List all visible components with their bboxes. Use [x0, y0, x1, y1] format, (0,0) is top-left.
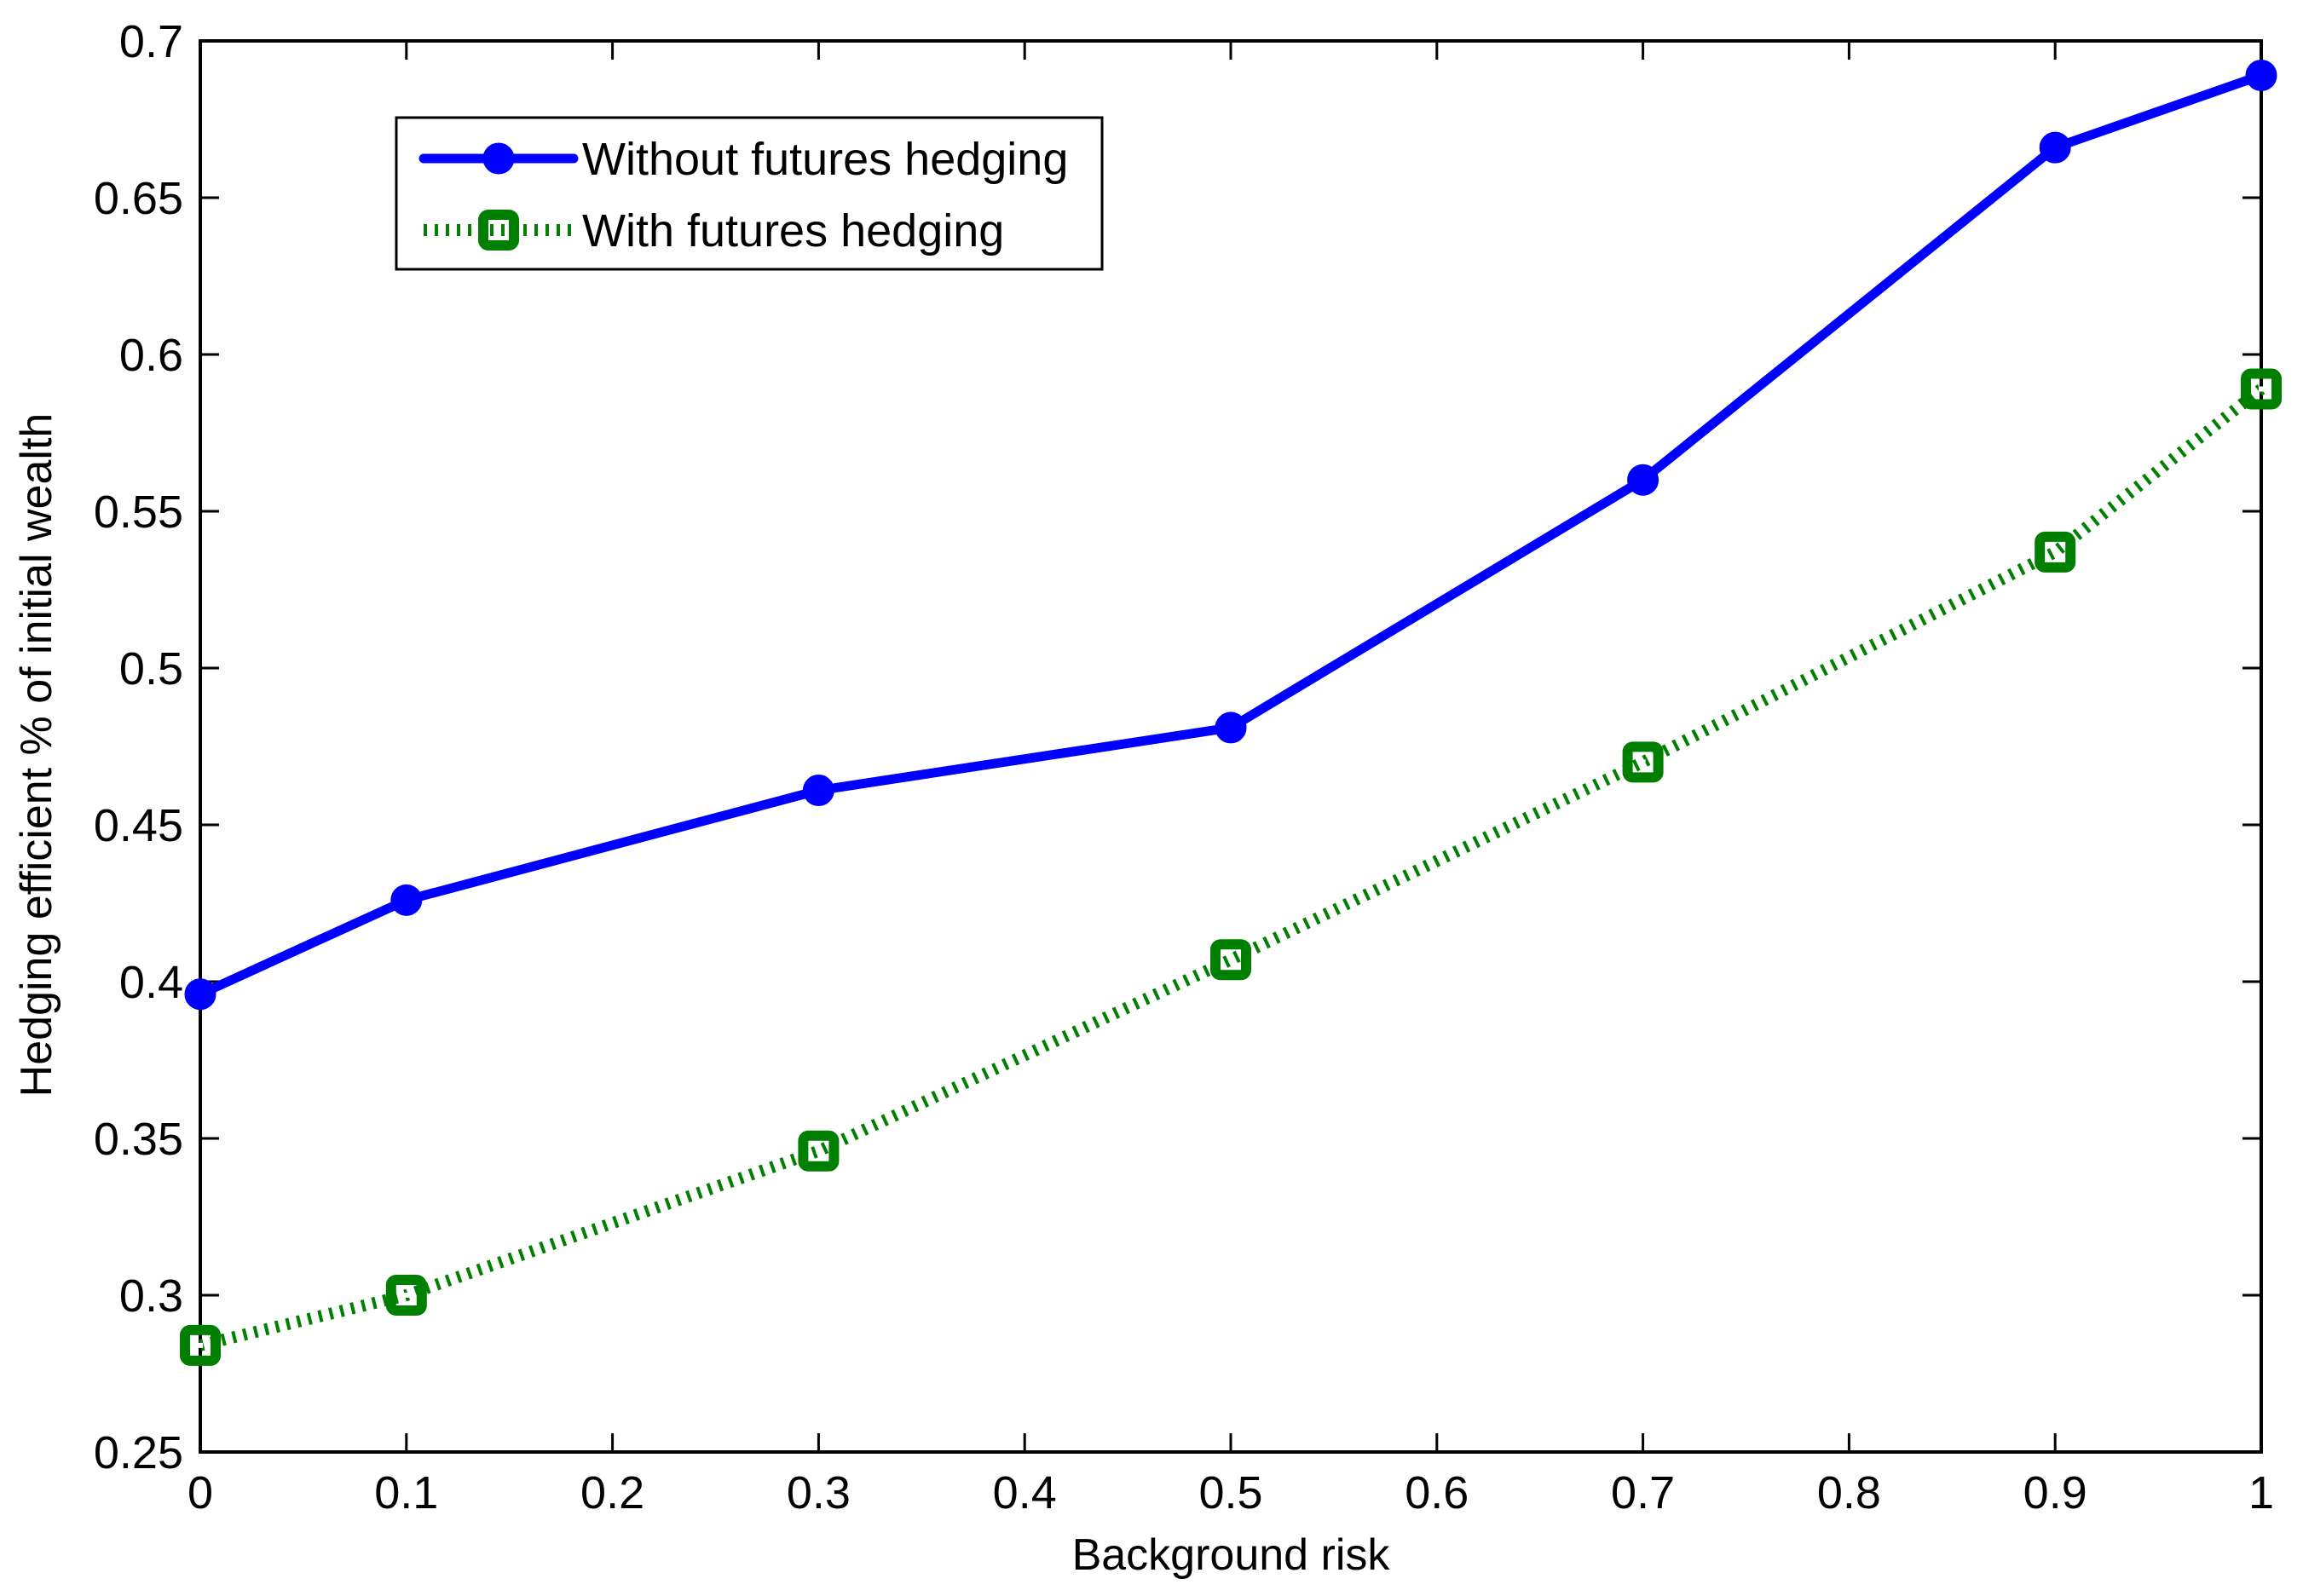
data-point — [2039, 131, 2071, 164]
data-point — [385, 1275, 427, 1316]
x-tick-label: 0.3 — [787, 1467, 851, 1518]
data-point — [1627, 464, 1659, 496]
x-axis-label: Background risk — [1072, 1530, 1391, 1580]
y-tick-label: 0.25 — [94, 1427, 183, 1478]
y-tick-label: 0.7 — [119, 16, 183, 67]
legend-marker — [478, 210, 519, 251]
y-tick-labels: 0.25 0.3 0.35 0.4 0.45 0.5 0.55 0.6 0.65 0.7 — [94, 16, 183, 1478]
plot-area — [199, 39, 2263, 1454]
x-tick-labels: 0 0.1 0.2 0.3 0.4 0.5 0.6 0.7 0.8 0.9 1 — [188, 1467, 2274, 1518]
data-point — [1622, 741, 1664, 783]
x-tick-label: 1 — [2248, 1467, 2274, 1518]
x-tick-label: 0.8 — [1817, 1467, 1881, 1518]
data-point — [802, 775, 834, 807]
data-point — [2241, 368, 2282, 410]
legend: Without futures hedging With futures hedg… — [395, 116, 1104, 271]
series-layer — [180, 59, 2282, 1366]
y-tick-label: 0.3 — [119, 1270, 183, 1322]
x-tick-label: 0 — [188, 1467, 213, 1518]
data-point — [1215, 712, 1247, 744]
y-tick-label: 0.65 — [94, 173, 183, 224]
x-tick-label: 0.5 — [1198, 1467, 1262, 1518]
y-tick-label: 0.45 — [94, 800, 183, 851]
legend-marker — [482, 142, 515, 175]
data-point — [2035, 531, 2076, 573]
data-point — [1210, 939, 1251, 981]
y-tick-label: 0.55 — [94, 487, 183, 538]
x-tick-label: 0.2 — [580, 1467, 644, 1518]
y-tick-label: 0.4 — [119, 957, 183, 1008]
legend-entry: With futures hedging — [424, 205, 1004, 256]
data-point — [2245, 59, 2277, 91]
y-tick-label: 0.5 — [119, 643, 183, 694]
x-tick-label: 0.7 — [1611, 1467, 1675, 1518]
legend-label: With futures hedging — [582, 205, 1004, 256]
x-tick-label: 0.9 — [2023, 1467, 2087, 1518]
y-tick-label: 0.35 — [94, 1114, 183, 1165]
data-point — [798, 1130, 840, 1172]
legend-label: Without futures hedging — [582, 134, 1068, 185]
series-1 — [184, 59, 2277, 1011]
data-point — [390, 884, 423, 916]
data-point — [184, 978, 216, 1011]
x-tick-label: 0.4 — [993, 1467, 1057, 1518]
x-tick-label: 0.1 — [374, 1467, 438, 1518]
y-axis-label: Hedging efficient % of initial wealth — [12, 413, 61, 1098]
axis-ticks — [199, 39, 2263, 1454]
legend-entry: Without futures hedging — [418, 134, 1068, 185]
y-tick-label: 0.6 — [119, 330, 183, 381]
series-2 — [180, 368, 2282, 1366]
x-tick-label: 0.6 — [1405, 1467, 1469, 1518]
data-point — [180, 1324, 221, 1366]
